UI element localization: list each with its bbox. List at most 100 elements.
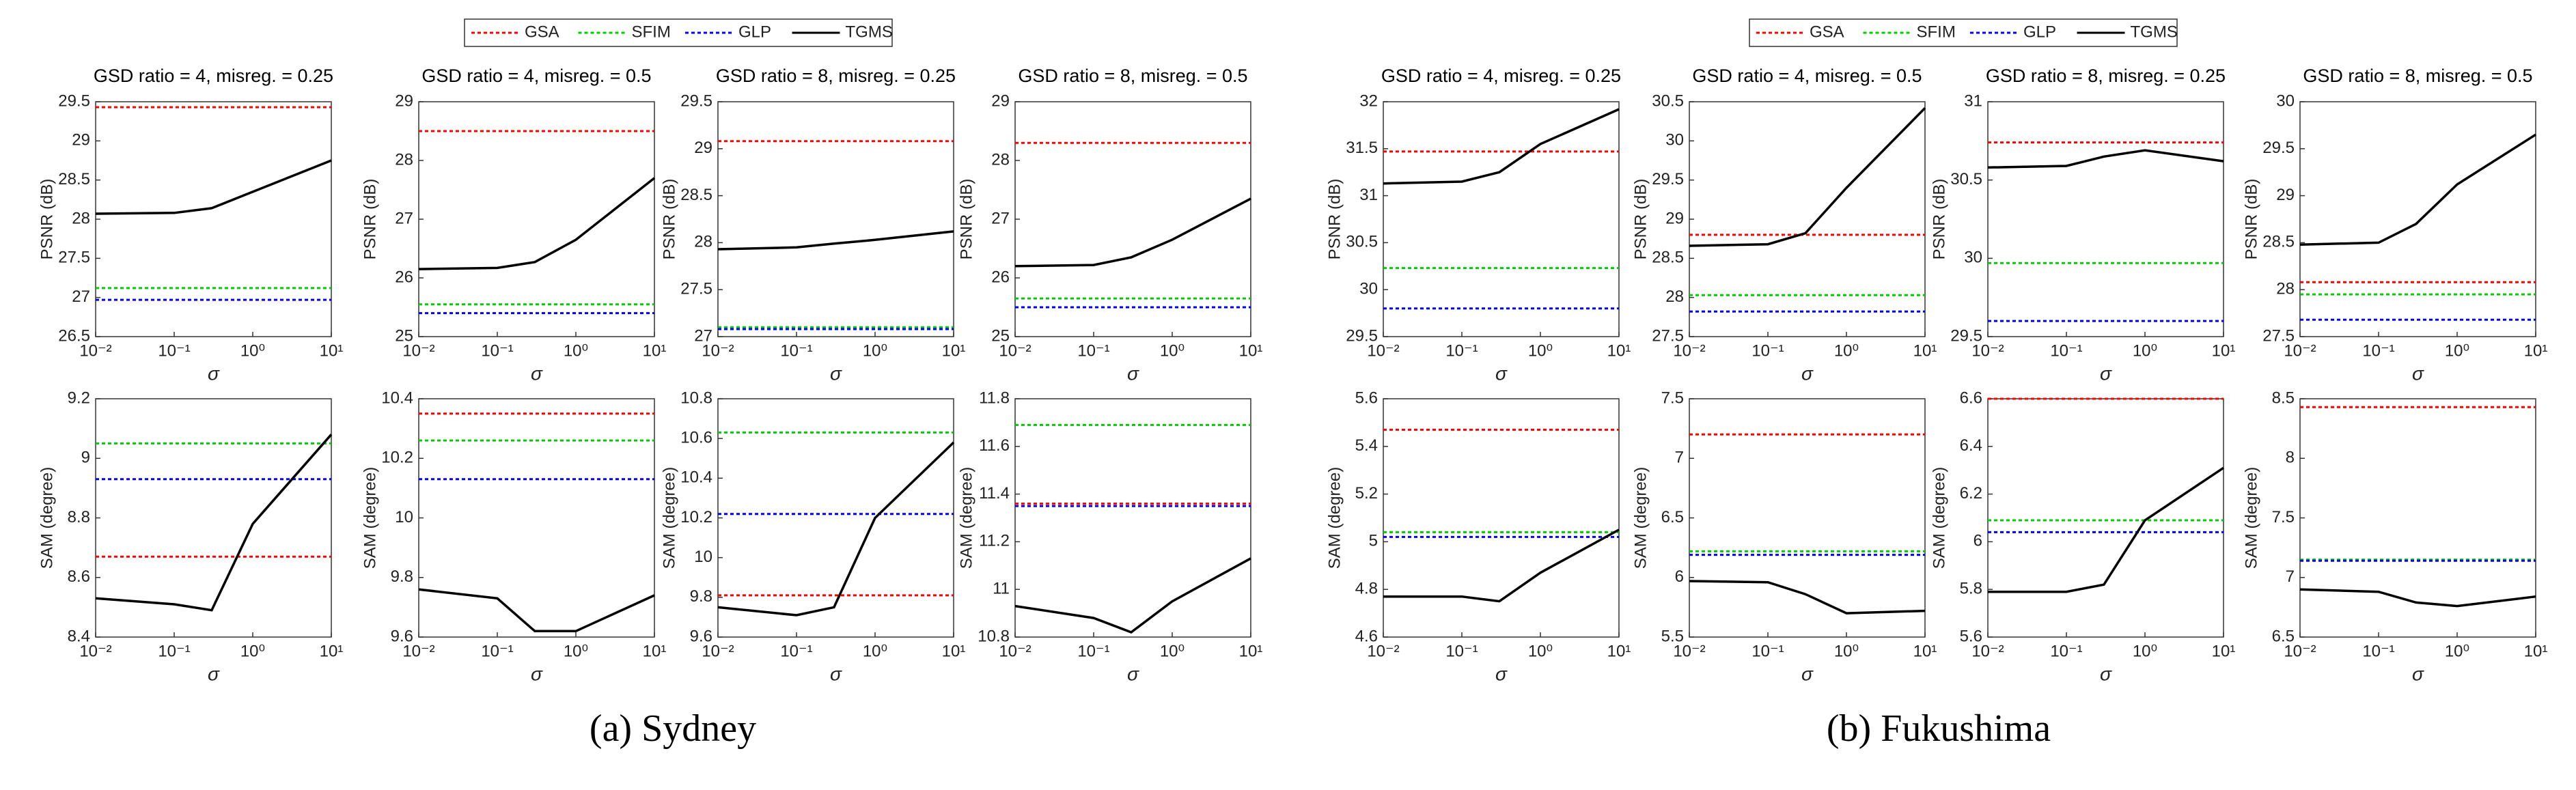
y-tick-label: 30.5 bbox=[1346, 233, 1378, 251]
x-tick-label: 10⁻¹ bbox=[1445, 341, 1478, 360]
x-tick-label: 10¹ bbox=[942, 642, 966, 660]
legend-label: SFIM bbox=[1917, 23, 1956, 41]
x-tick-label: 10⁻² bbox=[402, 642, 434, 660]
x-tick-label: 10⁰ bbox=[240, 642, 265, 660]
y-tick-label: 8.8 bbox=[68, 508, 90, 526]
x-tick-label: 10⁻² bbox=[999, 642, 1031, 660]
x-tick-label: 10¹ bbox=[320, 642, 344, 660]
x-tick-label: 10⁻² bbox=[1673, 642, 1705, 660]
series-line bbox=[1988, 466, 2224, 593]
y-tick-label: 29 bbox=[395, 91, 413, 110]
y-tick-label: 9.8 bbox=[690, 587, 712, 606]
y-tick-label: 10 bbox=[694, 548, 712, 566]
y-tick-label: 11.8 bbox=[979, 389, 1010, 407]
x-tick-label: 10⁻² bbox=[1367, 341, 1399, 360]
legend-label: GLP bbox=[738, 23, 771, 41]
plot-frame bbox=[2299, 101, 2536, 337]
y-axis-label: PSNR (dB) bbox=[1930, 179, 1948, 260]
plot-frame bbox=[717, 101, 954, 337]
y-tick-label: 11.4 bbox=[979, 484, 1010, 503]
y-axis-label: PSNR (dB) bbox=[660, 179, 678, 260]
plot-frame bbox=[418, 398, 655, 638]
y-tick-label: 11 bbox=[993, 580, 1010, 598]
y-tick-label: 31 bbox=[1359, 186, 1378, 204]
x-tick-label: 10⁰ bbox=[1160, 642, 1185, 660]
y-tick-label: 8 bbox=[2286, 449, 2295, 467]
plot-frame bbox=[1014, 101, 1251, 337]
x-tick-label: 10⁰ bbox=[2133, 341, 2157, 360]
y-axis-label: SAM (degree) bbox=[1325, 467, 1344, 569]
y-tick-label: 4.8 bbox=[1355, 580, 1378, 598]
y-tick-label: 31 bbox=[1964, 91, 1982, 110]
x-tick-label: 10¹ bbox=[2212, 642, 2236, 660]
y-tick-label: 28 bbox=[395, 150, 413, 169]
x-axis-label: σ bbox=[830, 663, 842, 684]
x-tick-label: 10¹ bbox=[643, 642, 667, 660]
y-tick-label: 29 bbox=[1665, 209, 1684, 227]
x-tick-label: 10⁻¹ bbox=[780, 642, 812, 660]
x-tick-label: 10⁻¹ bbox=[158, 341, 190, 360]
y-tick-label: 28.5 bbox=[680, 186, 712, 204]
x-axis-label: σ bbox=[830, 363, 842, 384]
y-tick-label: 8.6 bbox=[68, 567, 90, 586]
y-tick-label: 25 bbox=[395, 326, 413, 345]
y-tick-label: 6 bbox=[1973, 532, 1982, 550]
x-axis-label: σ bbox=[1801, 363, 1814, 384]
caption: (a) Sydney bbox=[590, 707, 756, 750]
y-tick-label: 30.5 bbox=[1652, 91, 1684, 110]
y-tick-label: 28.5 bbox=[58, 170, 90, 188]
y-tick-label: 10.2 bbox=[680, 508, 712, 526]
y-tick-label: 25 bbox=[991, 326, 1010, 345]
x-axis-label: σ bbox=[2412, 363, 2424, 384]
y-axis-label: SAM (degree) bbox=[1930, 467, 1948, 569]
y-axis-label: PSNR (dB) bbox=[957, 179, 975, 260]
x-tick-label: 10⁻¹ bbox=[2362, 341, 2394, 360]
y-tick-label: 29.5 bbox=[1950, 326, 1982, 345]
plot-frame bbox=[1383, 398, 1620, 638]
series-line bbox=[1689, 107, 1926, 247]
legend-label: SFIM bbox=[632, 23, 671, 41]
x-tick-label: 10⁰ bbox=[2445, 642, 2469, 660]
x-tick-label: 10⁻² bbox=[702, 642, 734, 660]
caption: (b) Fukushima bbox=[1827, 707, 2051, 750]
x-axis-label: σ bbox=[1495, 363, 1508, 384]
y-tick-label: 7 bbox=[2286, 567, 2295, 586]
y-tick-label: 5 bbox=[1369, 532, 1378, 550]
y-tick-label: 9 bbox=[81, 449, 90, 467]
series-line bbox=[717, 230, 954, 251]
x-tick-label: 10¹ bbox=[942, 341, 966, 360]
chart-title: GSD ratio = 8, misreg. = 0.5 bbox=[2303, 66, 2532, 86]
x-tick-label: 10¹ bbox=[2524, 341, 2548, 360]
y-tick-label: 29.5 bbox=[2262, 139, 2295, 157]
y-tick-label: 5.4 bbox=[1355, 436, 1378, 455]
y-tick-label: 5.5 bbox=[1661, 627, 1684, 645]
y-tick-label: 32 bbox=[1359, 91, 1378, 110]
x-axis-label: σ bbox=[208, 663, 220, 684]
x-tick-label: 10⁰ bbox=[1160, 341, 1185, 360]
plot-frame bbox=[1014, 398, 1251, 638]
y-tick-label: 8.4 bbox=[68, 627, 90, 645]
legend-label: TGMS bbox=[846, 23, 893, 41]
x-tick-label: 10⁻² bbox=[702, 341, 734, 360]
y-tick-label: 29 bbox=[991, 91, 1010, 110]
y-axis-label: PSNR (dB) bbox=[2242, 179, 2260, 260]
x-tick-label: 10⁻¹ bbox=[1077, 642, 1109, 660]
y-tick-label: 30 bbox=[1665, 131, 1684, 150]
y-tick-label: 31.5 bbox=[1346, 139, 1378, 157]
x-tick-label: 10⁻² bbox=[79, 642, 111, 660]
x-tick-label: 10⁻² bbox=[1673, 341, 1705, 360]
y-tick-label: 29.5 bbox=[58, 91, 90, 110]
chart-title: GSD ratio = 8, misreg. = 0.25 bbox=[716, 66, 956, 86]
x-tick-label: 10⁻² bbox=[2284, 642, 2316, 660]
x-tick-label: 10⁻² bbox=[79, 341, 111, 360]
x-tick-label: 10⁻¹ bbox=[1751, 642, 1784, 660]
y-tick-label: 27 bbox=[694, 326, 712, 345]
plot-frame bbox=[1987, 398, 2224, 638]
chart-title: GSD ratio = 8, misreg. = 0.5 bbox=[1018, 66, 1247, 86]
y-tick-label: 27 bbox=[991, 209, 1010, 227]
y-tick-label: 27 bbox=[72, 287, 90, 306]
series-line bbox=[717, 441, 955, 617]
x-tick-label: 10⁻¹ bbox=[2362, 642, 2394, 660]
x-tick-label: 10¹ bbox=[1239, 341, 1263, 360]
series-line bbox=[1014, 197, 1251, 268]
